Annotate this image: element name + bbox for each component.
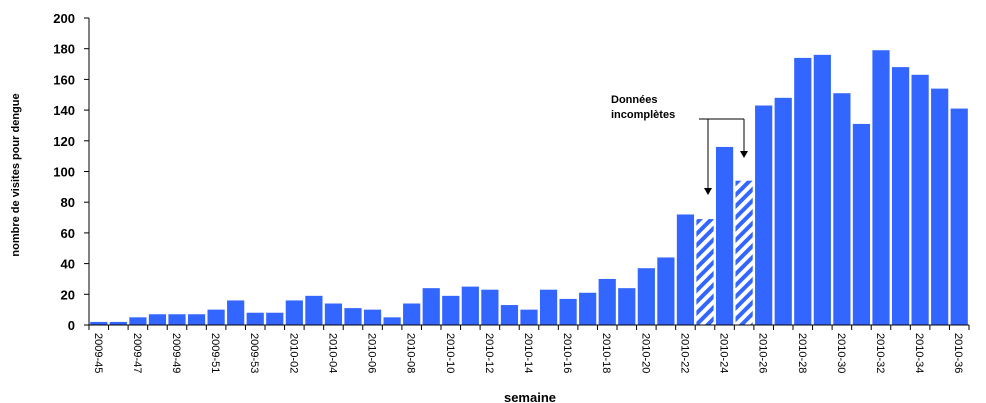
bar (442, 295, 460, 325)
bar (755, 105, 773, 326)
x-tick-label: 2010-14 (522, 333, 534, 373)
x-tick-label: 2009-45 (92, 333, 104, 373)
bar (774, 97, 792, 325)
bar (90, 321, 108, 325)
bars (90, 50, 968, 326)
bar (715, 146, 734, 325)
bar (129, 317, 147, 325)
bar (559, 298, 577, 325)
bar-incomplete (735, 180, 753, 325)
x-tick-label: 2010-32 (874, 333, 886, 373)
y-tick-label: 0 (68, 318, 75, 333)
x-tick-label: 2009-49 (170, 333, 182, 373)
bar (852, 123, 871, 325)
bar (520, 309, 538, 325)
bar (344, 308, 362, 325)
y-tick-label: 180 (53, 42, 75, 57)
bar (461, 286, 479, 325)
bar (227, 300, 245, 325)
y-tick-label: 200 (53, 11, 75, 26)
x-tick-label: 2009-53 (248, 333, 260, 373)
bar (637, 268, 655, 325)
bar (363, 309, 382, 325)
bar (403, 303, 421, 325)
bar (657, 257, 675, 325)
x-tick-label: 2010-26 (757, 333, 769, 373)
y-axis: 0 20 40 60 80 100 120 140 160 180 200 (53, 11, 90, 333)
bar (324, 303, 343, 325)
bar (109, 321, 127, 325)
y-tick-label: 40 (61, 257, 75, 272)
x-tick-label: 2010-12 (483, 333, 495, 373)
bar (931, 88, 949, 325)
x-tick-label: 2010-36 (952, 333, 964, 373)
y-tick-label: 140 (53, 103, 75, 118)
x-tick-label: 2010-30 (835, 333, 847, 373)
annotation-text-line2: incomplètes (611, 109, 675, 121)
x-tick-label: 2009-47 (131, 333, 143, 373)
x-axis-title: semaine (504, 390, 556, 403)
x-tick-label: 2010-28 (796, 333, 808, 373)
bar (579, 292, 597, 325)
bar (891, 67, 910, 326)
y-tick-label: 60 (61, 226, 75, 241)
x-tick-label: 2010-02 (287, 333, 299, 373)
bar (539, 289, 558, 325)
bar (481, 289, 499, 325)
bar-incomplete (696, 219, 714, 325)
bar (676, 214, 695, 325)
bar (794, 57, 812, 325)
y-axis-title: nombre de visites pour dengue (10, 93, 22, 256)
annotation: Données incomplètes (611, 94, 748, 195)
bar (618, 288, 636, 325)
x-tick-label: 2010-16 (561, 333, 573, 373)
annotation-text-line1: Données (611, 94, 657, 106)
x-tick-label: 2010-18 (600, 333, 612, 373)
bar (598, 278, 616, 325)
x-axis: 2009-45 2009-47 2009-49 2009-51 2009-53 2010-… (88, 324, 970, 373)
bar (833, 93, 851, 325)
x-tick-label: 2010-22 (678, 333, 690, 373)
bar (266, 312, 284, 325)
bar (911, 74, 929, 325)
x-tick-label: 2010-04 (326, 333, 338, 373)
x-tick-label: 2010-24 (718, 333, 730, 373)
y-tick-label: 20 (61, 287, 75, 302)
bar (148, 314, 167, 325)
y-tick-label: 160 (53, 72, 75, 87)
annotation-arrow-left-head (704, 188, 712, 195)
x-tick-label: 2010-08 (405, 333, 417, 373)
y-tick-label: 80 (61, 195, 75, 210)
bar (246, 312, 264, 325)
bar (813, 54, 831, 326)
x-tick-label: 2010-34 (913, 333, 925, 373)
bar (383, 317, 401, 325)
x-tick-label: 2010-06 (366, 333, 378, 373)
bar (207, 309, 225, 325)
bar (422, 288, 440, 325)
bar (872, 50, 890, 326)
bar (168, 314, 186, 325)
y-tick-label: 100 (53, 165, 75, 180)
bar (500, 305, 519, 325)
bar (950, 108, 968, 325)
y-tick-label: 120 (53, 134, 75, 149)
x-tick-label: 2009-51 (209, 333, 221, 373)
x-tick-label: 2010-20 (639, 333, 651, 373)
x-tick-label: 2010-10 (444, 333, 456, 373)
bar (305, 295, 323, 325)
bar (187, 314, 206, 325)
annotation-arrow-right-head (740, 151, 748, 158)
bar (285, 300, 303, 325)
